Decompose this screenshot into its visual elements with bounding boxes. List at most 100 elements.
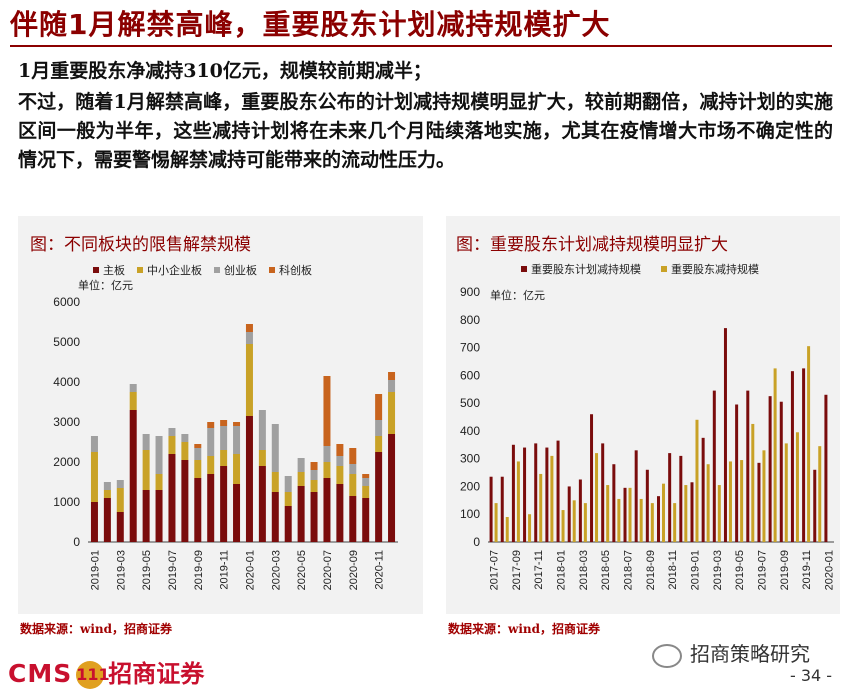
bar [762, 450, 766, 542]
y-tick-label: 3000 [53, 415, 80, 429]
legend-label: 中小企业板 [147, 263, 202, 277]
x-tick-label: 2019-03 [712, 550, 724, 590]
bar-segment [207, 428, 215, 456]
x-tick-label: 2018-09 [645, 550, 657, 590]
x-tick-label: 2019-09 [193, 550, 205, 590]
x-tick-label: 2020-11 [374, 550, 386, 590]
bar-segment [362, 474, 370, 478]
y-tick-label: 5000 [53, 335, 80, 349]
bar-segment [349, 464, 357, 474]
page-title: 伴随1月解禁高峰，重要股东计划减持规模扩大 [10, 8, 611, 41]
bar-segment [142, 450, 150, 490]
bar-segment [388, 372, 396, 380]
bar-segment [116, 480, 124, 488]
legend-label: 科创板 [279, 263, 312, 277]
bar [645, 469, 649, 542]
bar [784, 443, 788, 542]
bar-segment [323, 446, 331, 462]
bar-segment [310, 492, 318, 542]
subtitle: 1月重要股东净减持310亿元，规模较前期减半； [18, 60, 432, 82]
bar-segment [271, 492, 279, 542]
bar [516, 461, 520, 542]
bar [824, 394, 828, 542]
bar-segment [168, 454, 176, 542]
bar-segment [207, 422, 215, 428]
legend-swatch [521, 266, 527, 272]
bar [572, 500, 576, 542]
x-tick-label: 2019-03 [115, 550, 127, 590]
bar-segment [245, 416, 253, 542]
bar-segment [271, 424, 279, 472]
x-tick-label: 2017-09 [511, 550, 523, 590]
legend-swatch [661, 266, 667, 272]
bar-segment [258, 466, 266, 542]
bar-segment [245, 344, 253, 416]
bar-segment [375, 420, 383, 436]
unit-label: 单位：亿元 [78, 278, 133, 292]
bar [790, 371, 794, 542]
bar-segment [181, 442, 189, 460]
page-number: - 34 - [790, 666, 833, 685]
bar-segment [129, 392, 137, 410]
x-tick-label: 2018-01 [556, 550, 568, 590]
bar-segment [90, 436, 98, 452]
bar [494, 503, 498, 542]
wechat-label: 招商策略研究 [690, 642, 810, 666]
bar [740, 460, 744, 542]
bar-segment [116, 512, 124, 542]
bar-segment [245, 332, 253, 344]
x-tick-label: 2020-07 [322, 550, 334, 590]
bar [617, 498, 621, 542]
bar-segment [388, 392, 396, 434]
bar-segment [349, 474, 357, 496]
bar [690, 482, 694, 542]
bar-segment [362, 498, 370, 542]
bar-segment [233, 484, 241, 542]
bar-segment [142, 490, 150, 542]
bar [728, 461, 732, 542]
bar-segment [220, 426, 228, 450]
bar [701, 437, 705, 542]
bar [505, 517, 509, 542]
bar-segment [155, 436, 163, 474]
bar [650, 503, 654, 542]
bar [695, 419, 699, 542]
y-tick-label: 200 [460, 479, 480, 493]
y-tick-label: 600 [460, 368, 480, 382]
bar-segment [362, 486, 370, 498]
unit-label: 单位：亿元 [490, 288, 545, 302]
left-source: 数据来源：wind，招商证券 [20, 622, 173, 636]
bar-segment [207, 456, 215, 474]
wechat-account: 招商策略研究 [652, 638, 810, 668]
bar [773, 368, 777, 542]
legend-swatch [93, 267, 99, 273]
x-tick-label: 2019-07 [167, 550, 179, 590]
bar-segment [336, 456, 344, 466]
bar [523, 447, 527, 542]
x-tick-label: 2017-11 [533, 550, 545, 590]
bar-segment [207, 474, 215, 542]
bar-segment [310, 480, 318, 492]
bar [634, 450, 638, 542]
bar-segment [103, 498, 111, 542]
x-tick-label: 2019-07 [756, 550, 768, 590]
bar [545, 447, 549, 542]
bar-segment [194, 444, 202, 448]
y-tick-label: 0 [73, 535, 80, 549]
bar [500, 476, 504, 542]
legend-label: 创业板 [224, 263, 257, 277]
bar-segment [194, 460, 202, 478]
y-tick-label: 4000 [53, 375, 80, 389]
y-tick-label: 0 [473, 535, 480, 549]
x-tick-label: 2020-05 [296, 550, 308, 590]
bar-segment [362, 478, 370, 486]
bar-segment [220, 450, 228, 466]
bar [668, 453, 672, 542]
bar [556, 440, 560, 542]
bar-segment [103, 490, 111, 498]
bar-segment [297, 458, 305, 472]
bar [679, 455, 683, 542]
bar [528, 514, 532, 542]
right-chart-title: 图：重要股东计划减持规模明显扩大 [456, 235, 728, 255]
